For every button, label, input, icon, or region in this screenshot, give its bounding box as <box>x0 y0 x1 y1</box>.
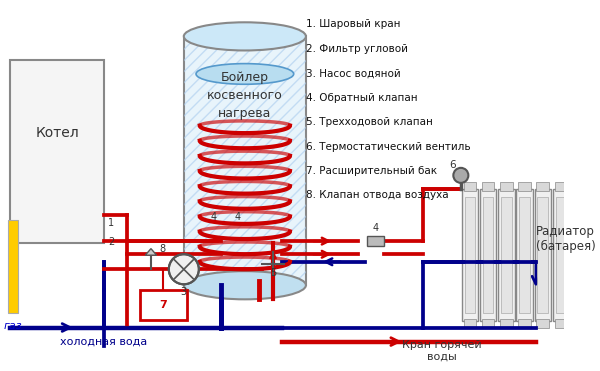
Bar <box>571 190 587 321</box>
Bar <box>501 197 512 313</box>
Bar <box>591 182 600 191</box>
Bar <box>574 197 584 313</box>
Text: газ: газ <box>4 321 22 331</box>
Text: 2. Фильтр угловой: 2. Фильтр угловой <box>306 44 408 54</box>
Text: 5. Трехходовой клапан: 5. Трехходовой клапан <box>306 117 433 127</box>
Text: 7. Расширительный бак: 7. Расширительный бак <box>306 166 437 176</box>
Bar <box>367 236 384 246</box>
Bar <box>140 290 187 320</box>
Text: 8. Клапан отвода воздуха: 8. Клапан отвода воздуха <box>306 190 449 200</box>
Bar <box>464 319 476 328</box>
Bar <box>184 36 306 285</box>
Text: Бойлер
косвенного
нагрева: Бойлер косвенного нагрева <box>207 71 283 120</box>
Bar <box>480 190 496 321</box>
Bar <box>464 197 475 313</box>
Text: 4. Обратный клапан: 4. Обратный клапан <box>306 93 418 103</box>
Bar <box>519 197 530 313</box>
Bar <box>518 319 531 328</box>
Text: Котел: Котел <box>35 126 79 140</box>
Bar <box>554 319 567 328</box>
Text: 4: 4 <box>234 211 241 221</box>
Text: 1: 1 <box>109 218 115 228</box>
Text: 4: 4 <box>211 211 217 221</box>
Bar <box>536 182 549 191</box>
Bar <box>184 36 306 285</box>
Bar <box>536 319 549 328</box>
Bar <box>500 319 512 328</box>
Circle shape <box>169 254 199 284</box>
Bar <box>482 182 494 191</box>
Bar <box>517 190 533 321</box>
Bar <box>498 190 515 321</box>
Text: 6: 6 <box>449 160 456 170</box>
Bar <box>554 182 567 191</box>
Bar <box>535 190 551 321</box>
Text: 7: 7 <box>159 300 167 310</box>
Text: 6. Термостатический вентиль: 6. Термостатический вентиль <box>306 142 470 152</box>
Bar <box>8 220 17 313</box>
Bar <box>518 182 531 191</box>
Bar <box>592 197 600 313</box>
Bar <box>500 182 512 191</box>
Bar <box>462 190 478 321</box>
Polygon shape <box>145 249 157 255</box>
Text: 5: 5 <box>270 268 276 278</box>
Text: холодная вода: холодная вода <box>61 336 148 347</box>
Bar <box>573 182 586 191</box>
Ellipse shape <box>184 22 306 50</box>
Bar <box>556 197 566 313</box>
Bar <box>464 182 476 191</box>
Bar <box>589 190 600 321</box>
Text: 3: 3 <box>181 287 187 297</box>
Text: Кран горячей
воды: Кран горячей воды <box>402 340 482 362</box>
Bar <box>10 60 104 243</box>
Bar <box>538 197 548 313</box>
Ellipse shape <box>184 271 306 299</box>
Ellipse shape <box>196 63 293 84</box>
Text: 4: 4 <box>373 223 379 233</box>
Bar <box>482 319 494 328</box>
Bar <box>553 190 569 321</box>
Text: Радиатор
(батарея): Радиатор (батарея) <box>536 225 596 253</box>
Bar <box>573 319 586 328</box>
Text: 1. Шаровый кран: 1. Шаровый кран <box>306 19 400 29</box>
Text: 8: 8 <box>159 244 165 255</box>
Bar <box>483 197 493 313</box>
Text: 3. Насос водяной: 3. Насос водяной <box>306 68 401 78</box>
Circle shape <box>454 168 469 183</box>
Text: 2: 2 <box>109 237 115 247</box>
Bar <box>591 319 600 328</box>
